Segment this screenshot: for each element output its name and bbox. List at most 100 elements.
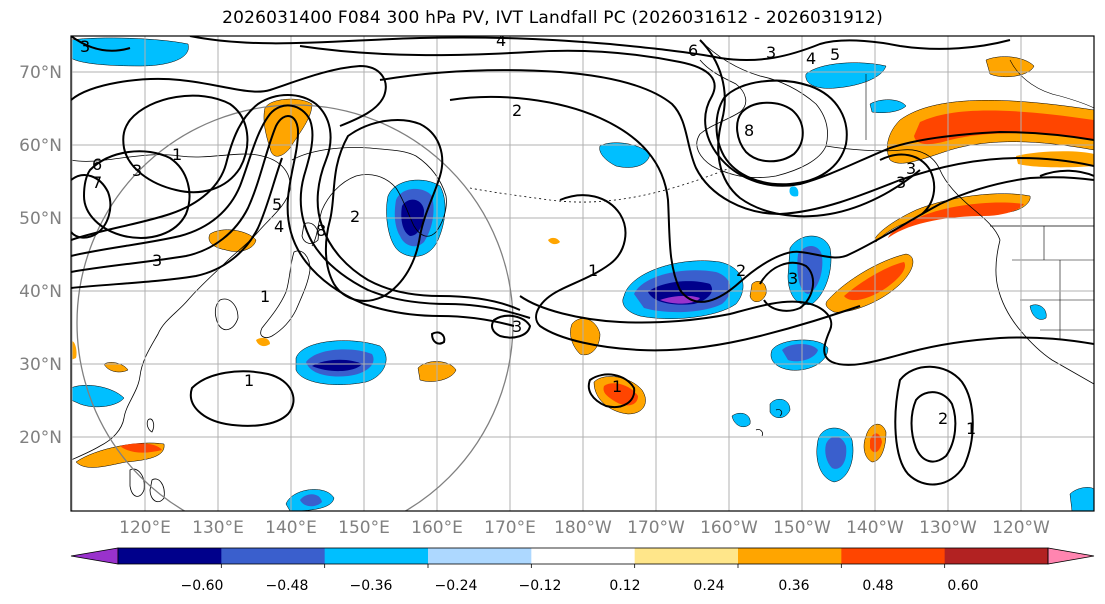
negative-anomaly-region (660, 295, 700, 304)
colorbar: −0.60 −0.48 −0.36 −0.24 −0.12 0.12 0.24 … (70, 547, 1095, 594)
lon-label: 140°E (265, 518, 317, 538)
contour-label: 4 (806, 49, 816, 68)
pv-contour (71, 174, 112, 239)
pv-contour (519, 295, 1094, 366)
contour-label: 3 (896, 173, 906, 192)
lon-label: 120°E (119, 518, 171, 538)
negative-anomaly-region (1029, 304, 1047, 320)
latitude-axis: 70°N 60°N 50°N 40°N 30°N 20°N (19, 63, 62, 448)
negative-anomaly-region (769, 398, 791, 418)
pv-contour (1039, 169, 1094, 177)
lat-label: 30°N (19, 355, 62, 375)
pv-contour (894, 365, 974, 486)
colorbar-tick-label: 0.36 (778, 578, 809, 594)
pv-contour (491, 314, 532, 339)
lon-label: 170°W (627, 518, 685, 538)
contour-label: 3 (80, 37, 90, 56)
positive-anomaly-region (870, 433, 882, 453)
lon-label: 160°E (411, 518, 463, 538)
colorbar-segment (738, 548, 842, 564)
pv-contour (736, 101, 804, 163)
contour-label: 3 (766, 43, 776, 62)
contour-label: 4 (496, 31, 506, 50)
negative-anomaly-region (825, 436, 847, 469)
colorbar-segment (221, 548, 326, 564)
pv-contour (324, 119, 444, 302)
contour-label: 1 (244, 371, 254, 390)
contour-label: 7 (92, 173, 102, 192)
longitude-axis: 120°E 130°E 140°E 150°E 160°E 170°E 180°… (119, 518, 1050, 538)
contour-label: 8 (316, 221, 326, 240)
negative-anomaly-region (731, 413, 751, 427)
gridlines (71, 36, 1094, 511)
contour-label: 3 (906, 159, 916, 178)
map-frame (70, 35, 1095, 512)
contour-label: 2 (512, 101, 522, 120)
negative-anomaly-region (869, 99, 907, 113)
contour-label: 8 (744, 121, 754, 140)
colorbar-tick-label: 0.24 (693, 578, 724, 594)
contour-label: 5 (272, 195, 282, 214)
contour-label: 1 (612, 377, 622, 396)
negative-anomaly-region (782, 344, 818, 362)
aleutian-islands (469, 167, 731, 203)
pv-contour (71, 104, 531, 319)
contour-label: 1 (172, 145, 182, 164)
alaska-panhandle-coastline (825, 145, 1001, 241)
hokkaido-coastline (301, 222, 319, 244)
colorbar-segment (118, 548, 222, 564)
pv-contour (715, 79, 848, 186)
pv-contour-layer (71, 36, 1094, 486)
pv-contour (535, 194, 861, 352)
contour-label: 2 (938, 409, 948, 428)
negative-anomaly-region (789, 186, 799, 197)
colorbar-tick-label: 0.60 (947, 578, 978, 594)
contour-label: 4 (274, 217, 284, 236)
colorbar-segment (324, 548, 429, 564)
contour-label: 1 (588, 261, 598, 280)
contour-label: 3 (788, 269, 798, 288)
positive-anomaly-region (749, 281, 767, 302)
philippines-coastline (129, 468, 145, 497)
lon-label: 180°W (554, 518, 612, 538)
contour-label: 3 (132, 161, 142, 180)
kamchatka-coastline (291, 147, 447, 247)
pv-contour (71, 64, 387, 127)
pv-contour (71, 115, 515, 327)
lon-label: 130°E (192, 518, 244, 538)
lon-label: 150°E (338, 518, 390, 538)
colorbar-segment (531, 548, 636, 564)
colorbar-segment (944, 548, 1049, 564)
positive-anomaly-region (263, 98, 313, 157)
colorbar-tick-label: −0.24 (435, 578, 478, 594)
pv-contour (910, 391, 957, 463)
contour-label: 3 (512, 317, 522, 336)
pv-contour (879, 153, 936, 215)
colorbar-tick-label: 0.48 (862, 578, 893, 594)
lon-label: 160°W (700, 518, 758, 538)
pv-contour (587, 373, 636, 408)
lat-label: 70°N (19, 63, 62, 83)
contour-label: 1 (260, 287, 270, 306)
taiwan-coastline (146, 418, 155, 433)
pv-contour (299, 45, 1094, 187)
pv-contour (449, 95, 1094, 303)
negative-anomaly-region (71, 385, 125, 408)
colorbar-tick-label: −0.48 (266, 578, 309, 594)
pv-contour (189, 36, 1011, 61)
positive-anomaly-region (548, 237, 560, 245)
lat-label: 50°N (19, 209, 62, 229)
lon-label: 130°W (919, 518, 977, 538)
contour-label: 6 (92, 155, 102, 174)
colorbar-labels: −0.60 −0.48 −0.36 −0.24 −0.12 0.12 0.24 … (181, 578, 979, 594)
negative-anomaly-region (1069, 487, 1094, 511)
positive-anomaly-region (888, 202, 1024, 238)
japan-coastline (260, 250, 311, 338)
korea-coastline (214, 298, 239, 331)
negative-anomaly-region (312, 359, 362, 372)
lon-label: 140°W (846, 518, 904, 538)
positive-anomaly-region (256, 337, 270, 347)
lat-label: 40°N (19, 282, 62, 302)
pv-contour (122, 94, 249, 194)
positive-anomaly-region (120, 443, 162, 453)
